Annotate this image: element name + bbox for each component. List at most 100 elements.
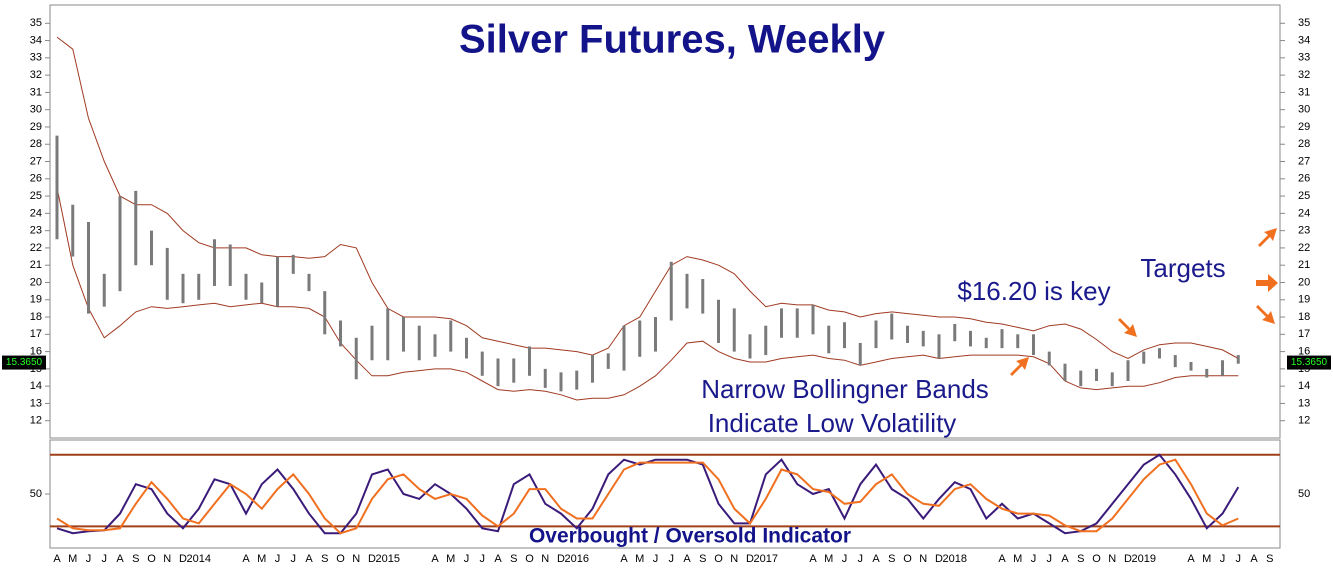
annotation: Indicate Low Volatility [708,408,957,438]
y-tick-label: 26 [30,173,42,185]
arrow [1256,305,1275,324]
y-tick-label: 17 [30,328,42,340]
y-tick-label: 14 [30,380,42,392]
x-tick-label: 2017 [754,553,778,565]
arrow [1010,357,1029,376]
x-tick-label: A [809,553,817,565]
x-tick-label: A [1187,553,1195,565]
x-tick-label: O [147,553,156,565]
y-tick-label: 28 [1298,138,1310,150]
y-tick-label: 27 [30,155,42,167]
y-tick-label: 19 [1298,294,1310,306]
y-tick-label: 30 [30,104,42,116]
y-tick-label: 50 [30,488,42,500]
x-tick-label: S [888,553,895,565]
y-tick-label: 23 [30,225,42,237]
y-tick-label: 25 [30,190,42,202]
x-tick-label: J [102,553,108,565]
x-tick-label: M [446,553,455,565]
y-tick-label: 34 [30,34,42,46]
x-tick-label: J [1236,553,1242,565]
y-tick-label: 25 [1298,190,1310,202]
y-tick-label: 29 [1298,121,1310,133]
y-tick-label: 21 [1298,259,1310,271]
y-tick-label: 29 [30,121,42,133]
x-tick-label: A [683,553,691,565]
y-tick-label: 16 [1298,346,1310,358]
x-tick-label: J [653,553,659,565]
x-tick-label: M [824,553,833,565]
arrows [1010,228,1278,376]
x-tick-label: 2014 [187,553,211,565]
annotation: Narrow Bollingner Bands [701,374,989,404]
x-tick-label: N [919,553,927,565]
last-price-box [2,355,46,370]
bollinger-band [56,36,1239,360]
x-tick-label: S [1077,553,1084,565]
x-tick-label: O [525,553,534,565]
x-tick-label: M [68,553,77,565]
x-tick-label: J [842,553,848,565]
last-price-label: 15.3650 [1291,357,1328,368]
x-tick-label: J [291,553,297,565]
y-tick-label: 18 [30,311,42,323]
x-tick-label: N [541,553,549,565]
y-tick-label: 13 [1298,397,1310,409]
y-tick-label: 12 [30,415,42,427]
y-tick-label: 24 [30,207,42,219]
x-tick-label: A [1250,553,1258,565]
x-tick-label: A [620,553,628,565]
x-tick-label: M [1013,553,1022,565]
bollinger-band [56,187,1239,401]
x-tick-label: D [746,553,754,565]
y-tick-label: 12 [1298,415,1310,427]
y-tick-label: 28 [30,138,42,150]
y-tick-label: 32 [1298,69,1310,81]
y-tick-label: 22 [1298,242,1310,254]
x-tick-label: N [163,553,171,565]
x-tick-label: A [431,553,439,565]
x-tick-label: J [464,553,470,565]
x-tick-label: O [714,553,723,565]
chart-title: Silver Futures, Weekly [459,18,886,62]
y-tick-label: 22 [30,242,42,254]
x-tick-label: 2016 [565,553,589,565]
y-tick-label: 33 [1298,52,1310,64]
y-tick-label: 30 [1298,104,1310,116]
y-tick-label: 21 [30,259,42,271]
x-tick-label: N [1108,553,1116,565]
y-tick-label: 26 [1298,173,1310,185]
y-tick-label: 17 [1298,328,1310,340]
x-tick-label: S [510,553,517,565]
x-tick-label: D [935,553,943,565]
last-price-box [1287,355,1331,370]
x-tick-label: 2018 [943,553,967,565]
y-tick-label: 18 [1298,311,1310,323]
x-tick-label: J [480,553,486,565]
x-tick-label: D [557,553,565,565]
y-tick-label: 33 [30,52,42,64]
x-tick-label: J [858,553,864,565]
x-tick-label: M [257,553,266,565]
arrow [1118,318,1137,337]
x-tick-label: O [336,553,345,565]
x-tick-label: A [998,553,1006,565]
x-tick-label: J [1220,553,1226,565]
y-tick-label: 27 [1298,155,1310,167]
y-tick-label: 13 [30,397,42,409]
x-tick-label: D [368,553,376,565]
x-tick-label: A [872,553,880,565]
y-tick-label: 24 [1298,207,1310,219]
x-tick-label: A [53,553,61,565]
annotation: $16.20 is key [957,276,1110,306]
x-tick-label: M [1202,553,1211,565]
x-tick-label: S [699,553,706,565]
x-tick-label: A [1061,553,1069,565]
last-price-label: 15.3650 [6,357,43,368]
x-tick-label: J [1047,553,1053,565]
oscillator-line [56,458,1239,535]
x-tick-label: D [179,553,187,565]
